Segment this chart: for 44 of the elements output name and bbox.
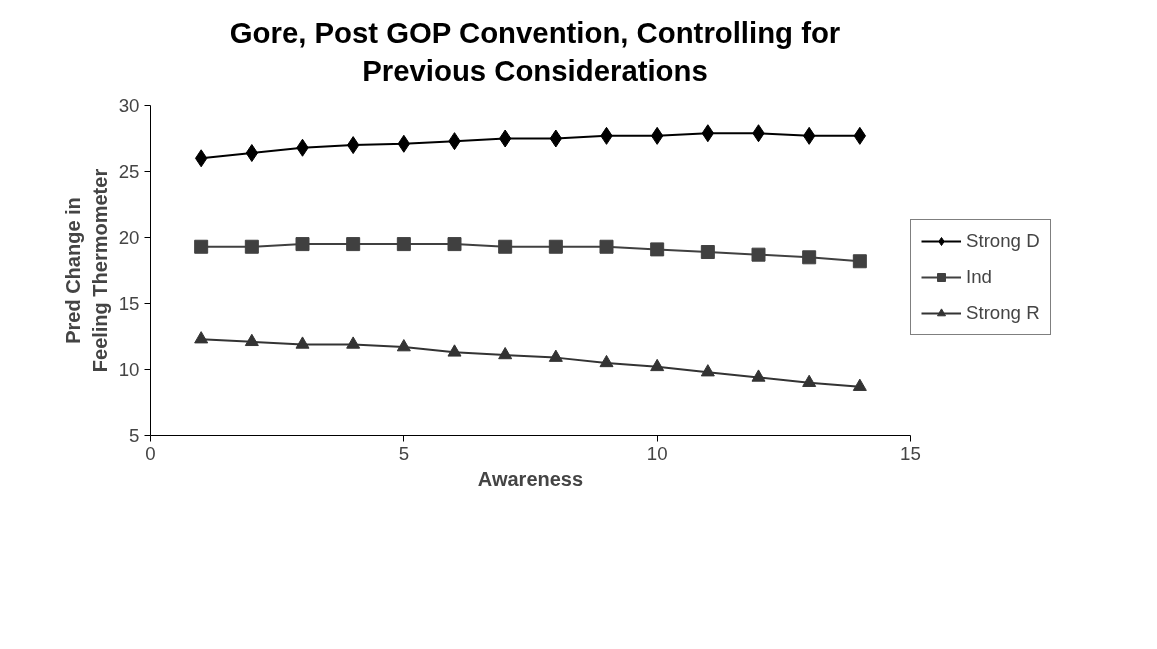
point — [599, 239, 614, 254]
point — [802, 250, 817, 265]
legend-label: Ind — [966, 266, 992, 289]
point — [244, 334, 259, 347]
point — [498, 239, 513, 254]
x-axis-title: Awareness — [477, 467, 584, 490]
point — [498, 347, 513, 360]
point — [346, 336, 361, 349]
point — [346, 237, 361, 252]
point — [599, 355, 614, 368]
point — [700, 364, 715, 377]
point — [751, 247, 766, 262]
point — [548, 349, 563, 363]
y-tick-label: 10 — [118, 359, 140, 381]
point — [751, 369, 766, 382]
point — [650, 242, 665, 257]
point — [548, 239, 563, 254]
point — [447, 344, 462, 357]
point — [650, 359, 665, 372]
x-tick-label: 10 — [646, 442, 668, 464]
x-tick-label: 5 — [398, 442, 410, 464]
point — [244, 239, 259, 254]
point — [396, 237, 411, 252]
point — [852, 254, 867, 269]
point — [447, 237, 462, 252]
point — [295, 237, 310, 252]
y-tick-label: 20 — [118, 227, 140, 249]
y-axis-title: Pred Change in Feeling Thermometer — [62, 168, 111, 373]
x-tick-label: 0 — [145, 442, 156, 464]
x-tick-label: 15 — [900, 442, 921, 464]
point — [194, 331, 209, 344]
y-tick-label: 15 — [118, 293, 140, 315]
point — [396, 339, 411, 352]
legend-label: Strong R — [966, 302, 1040, 325]
y-tick-label: 5 — [129, 425, 140, 447]
point — [194, 239, 209, 254]
chart-title: Gore, Post GOP Convention, Controlling for Previous Considerations — [228, 15, 842, 90]
point — [295, 336, 310, 349]
y-tick-label: 30 — [118, 95, 140, 117]
legend-label: Strong D — [966, 230, 1040, 253]
y-tick-label: 25 — [118, 161, 140, 183]
point — [700, 245, 715, 260]
point — [852, 378, 867, 392]
point — [802, 374, 817, 388]
